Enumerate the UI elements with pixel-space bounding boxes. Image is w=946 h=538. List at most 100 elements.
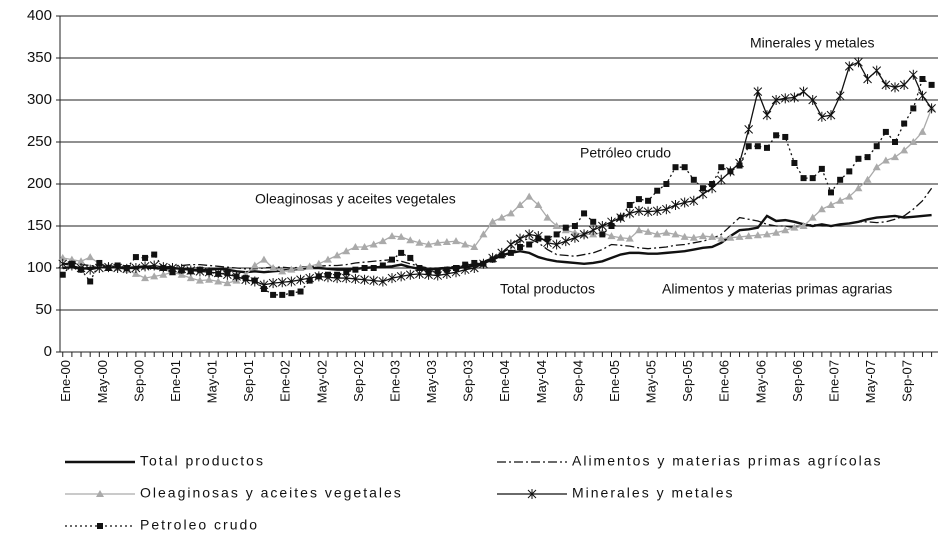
marker (397, 232, 406, 240)
marker (517, 244, 524, 250)
marker (86, 253, 95, 261)
marker (497, 213, 506, 221)
marker (873, 143, 880, 150)
marker (489, 256, 496, 263)
marker (709, 181, 716, 187)
marker (315, 273, 322, 280)
marker (653, 230, 662, 238)
marker (370, 265, 377, 271)
marker (424, 240, 433, 248)
marker (334, 271, 341, 278)
marker (142, 254, 149, 261)
x-tick-label: Sep-06 (790, 360, 805, 402)
marker (872, 65, 882, 76)
marker (790, 92, 799, 103)
x-tick-label: May-02 (314, 360, 329, 403)
marker (131, 269, 140, 277)
marker (480, 260, 487, 267)
x-tick-label: Ene-04 (497, 360, 512, 402)
marker (890, 82, 900, 93)
marker (506, 239, 516, 250)
series-line (62, 61, 933, 286)
marker (369, 275, 379, 286)
marker (224, 270, 231, 277)
marker (535, 235, 542, 242)
marker (781, 226, 790, 234)
marker (59, 271, 66, 278)
marker (817, 205, 826, 213)
marker (863, 74, 872, 84)
marker (708, 232, 717, 240)
series (58, 57, 936, 290)
marker (214, 277, 223, 285)
marker (809, 175, 816, 182)
marker (114, 262, 121, 269)
marker (864, 154, 871, 161)
marker (845, 192, 854, 200)
marker (425, 269, 432, 276)
marker (652, 205, 662, 216)
marker (727, 168, 734, 175)
marker (278, 267, 287, 275)
marker (526, 241, 533, 248)
marker (607, 232, 616, 240)
marker (753, 231, 762, 239)
marker (763, 144, 770, 151)
marker (581, 210, 588, 217)
marker (527, 489, 537, 499)
marker (634, 226, 643, 234)
marker (524, 229, 534, 240)
marker (662, 228, 671, 236)
marker (671, 230, 680, 238)
marker (488, 217, 497, 225)
marker (910, 105, 917, 112)
marker (453, 265, 460, 271)
marker (844, 61, 854, 72)
marker (919, 76, 926, 82)
x-tick-label: May-03 (424, 360, 439, 403)
marker (96, 259, 103, 266)
marker (754, 143, 761, 150)
marker (186, 274, 195, 282)
marker (96, 490, 104, 497)
legend-label: Total productos (140, 453, 265, 469)
marker (553, 231, 560, 238)
x-tick-label: Sep-03 (461, 360, 476, 402)
marker (195, 276, 204, 284)
annotation: Petróleo crudo (580, 145, 671, 161)
legend-label: Oleaginosas y aceites vegetales (140, 485, 403, 501)
marker (407, 254, 414, 261)
marker (928, 81, 935, 88)
marker (736, 162, 743, 169)
marker (159, 270, 168, 278)
marker (405, 269, 415, 280)
marker (645, 197, 652, 204)
marker (296, 264, 305, 271)
marker (333, 251, 342, 259)
marker (800, 175, 807, 182)
marker (726, 233, 735, 241)
series-line (62, 77, 932, 296)
marker (892, 139, 899, 145)
marker (279, 291, 286, 298)
marker (78, 266, 85, 273)
marker (680, 232, 689, 240)
marker (699, 185, 706, 192)
marker (85, 264, 95, 275)
marker (855, 155, 862, 162)
marker (268, 278, 278, 289)
marker (196, 266, 203, 273)
marker (342, 247, 351, 255)
marker (132, 254, 139, 261)
marker (351, 273, 360, 284)
marker (343, 269, 350, 276)
marker (150, 272, 159, 280)
x-tick-label: Ene-05 (607, 360, 622, 402)
marker (187, 268, 194, 275)
marker (689, 195, 699, 206)
y-tick-label: 50 (35, 301, 52, 318)
marker (790, 223, 799, 231)
marker (579, 229, 589, 240)
annotation: Alimentos y materias primas agrarias (662, 281, 892, 297)
marker (215, 270, 222, 277)
